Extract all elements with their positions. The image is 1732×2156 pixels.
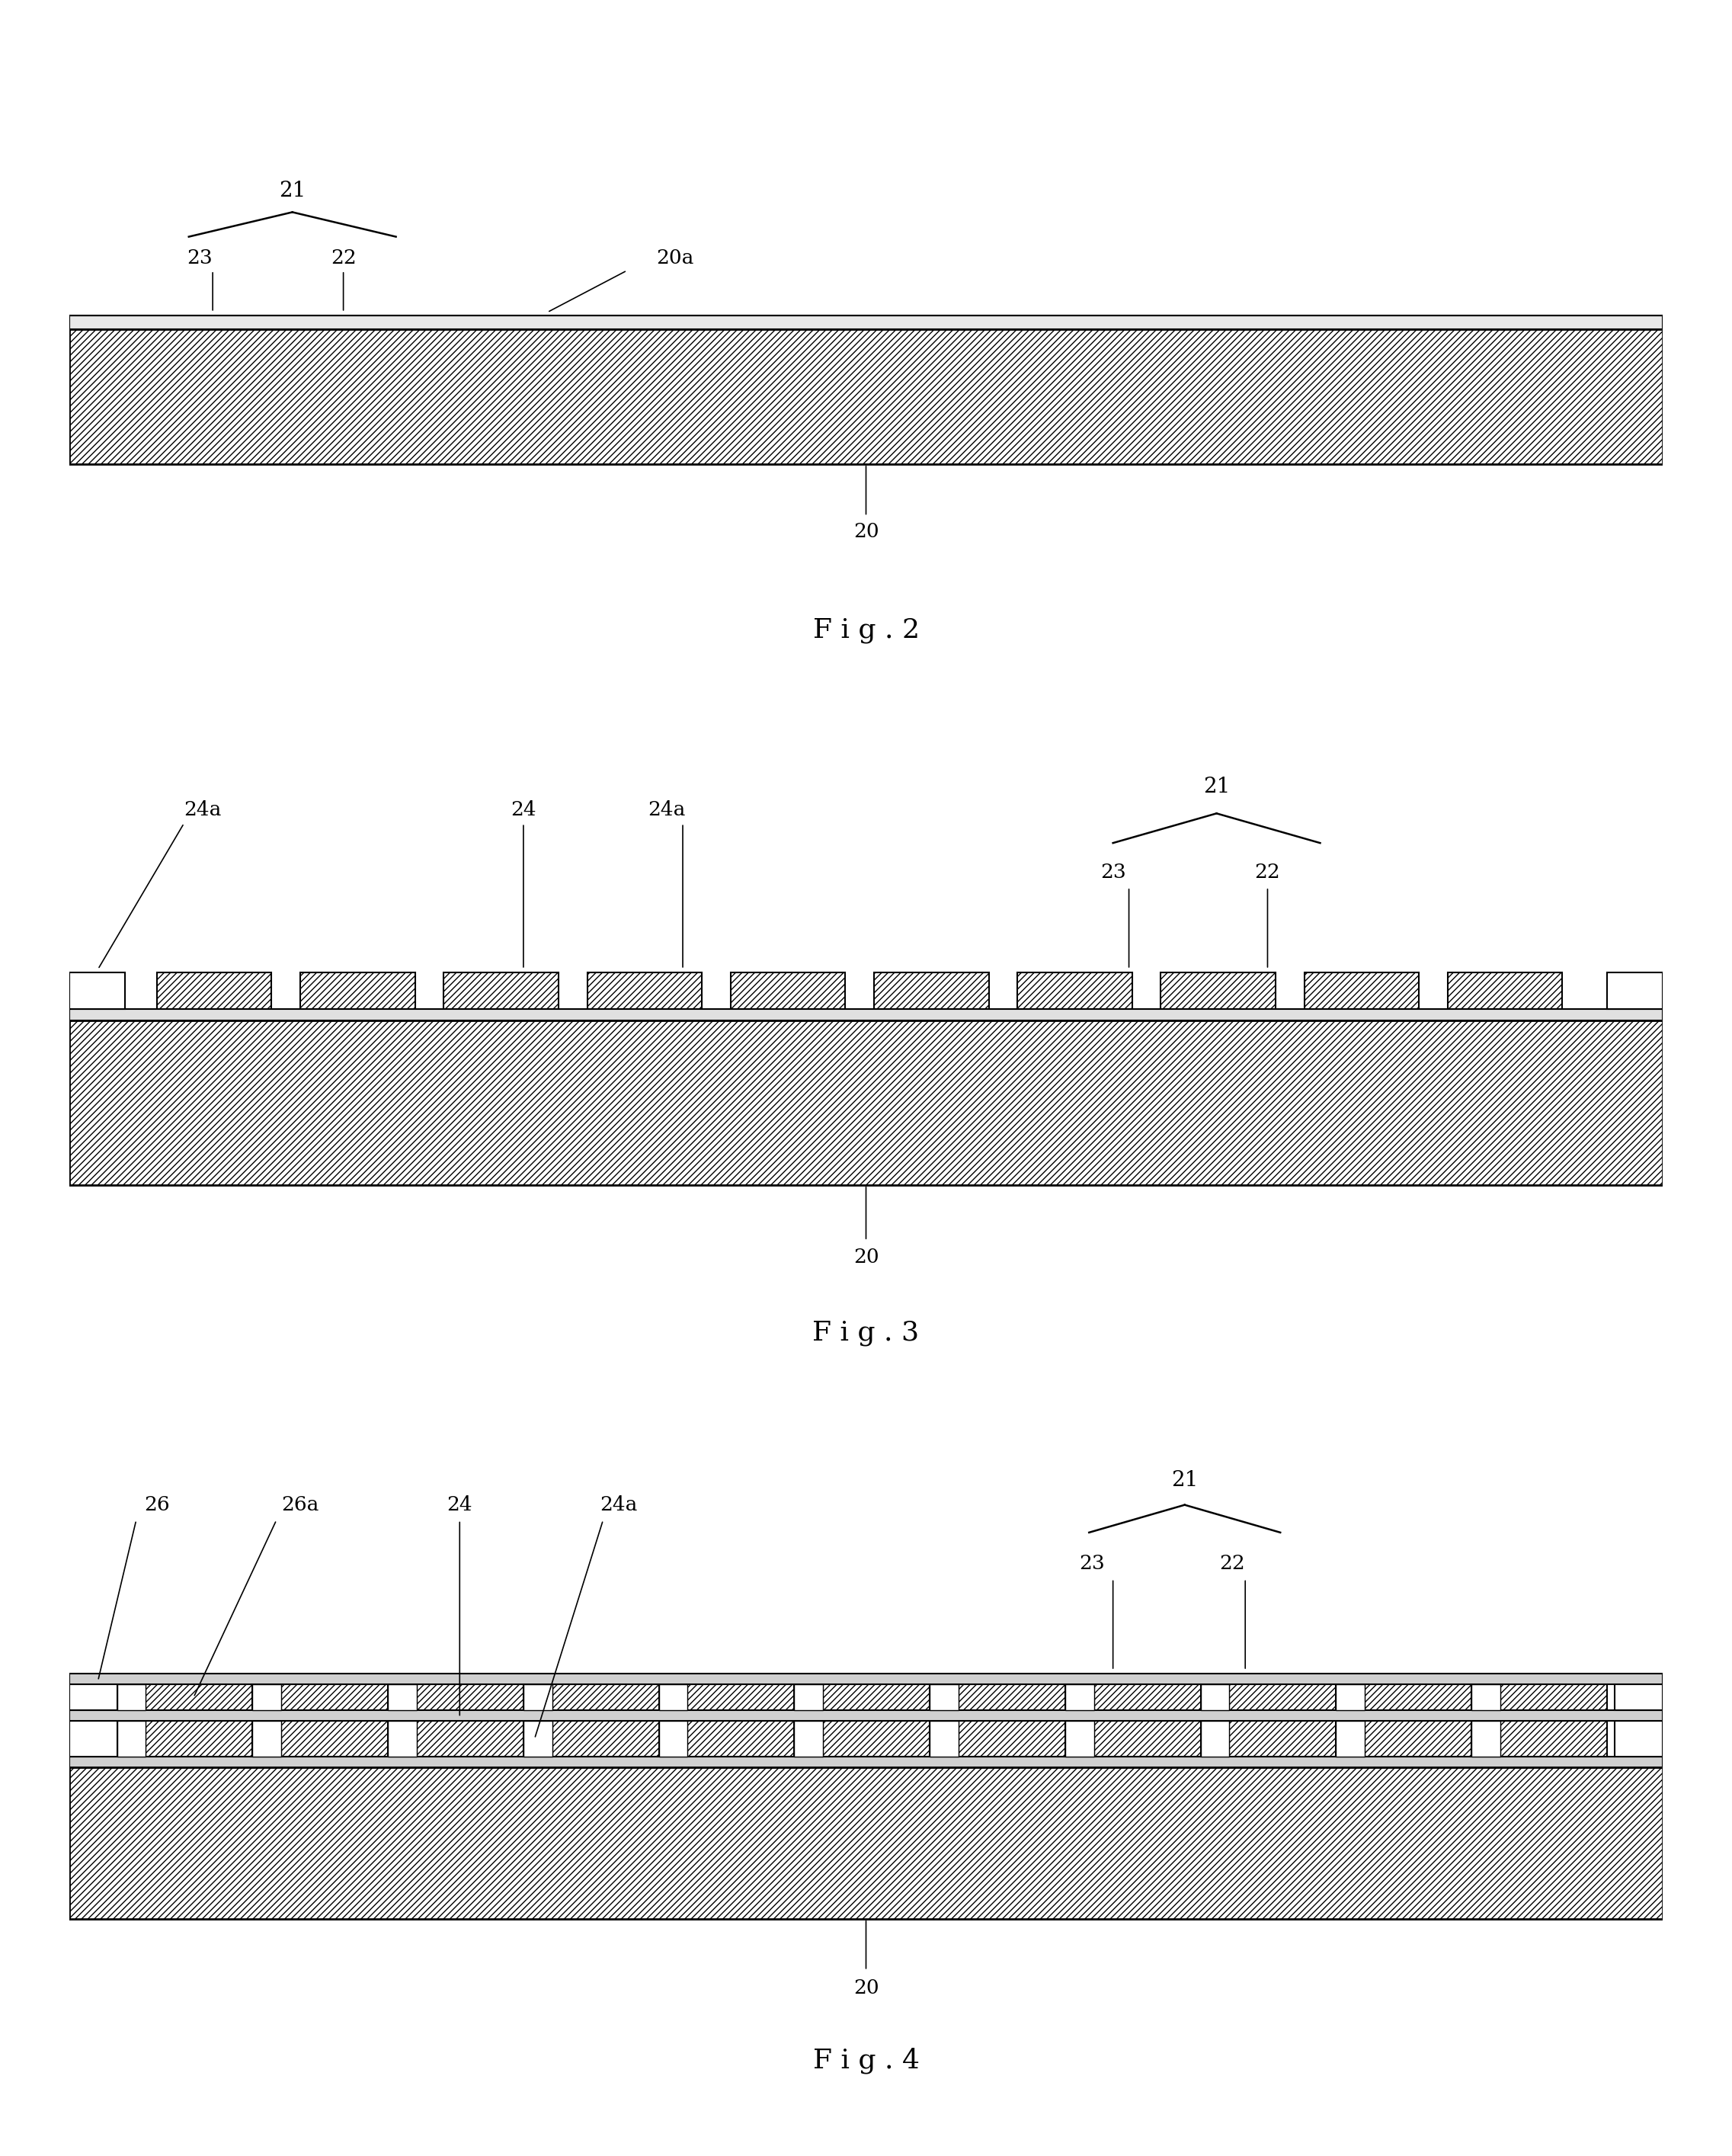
Bar — [1614, 1684, 1663, 1710]
Bar — [281, 1720, 388, 1757]
Bar — [1472, 1684, 1500, 1710]
Bar — [1095, 1720, 1200, 1757]
Bar — [118, 1684, 145, 1710]
Bar — [69, 972, 125, 1009]
Bar — [118, 1720, 145, 1757]
Bar — [69, 1768, 1663, 1919]
Bar — [875, 972, 989, 1009]
Text: F i g . 3: F i g . 3 — [812, 1319, 920, 1345]
Bar — [69, 1673, 1663, 1684]
Text: 23: 23 — [187, 248, 213, 267]
Text: 21: 21 — [1171, 1470, 1199, 1492]
Bar — [253, 1720, 281, 1757]
Bar — [69, 1710, 1663, 1720]
Bar — [1304, 972, 1419, 1009]
Bar — [1065, 1720, 1095, 1757]
Bar — [658, 1720, 688, 1757]
Text: 26: 26 — [144, 1496, 170, 1514]
Text: 23: 23 — [1100, 862, 1126, 882]
Bar — [731, 972, 845, 1009]
Bar — [1335, 1720, 1365, 1757]
Text: 24: 24 — [511, 800, 537, 819]
Bar — [688, 1720, 795, 1757]
Text: 20: 20 — [854, 522, 878, 541]
Bar — [1614, 1720, 1663, 1757]
Bar — [158, 972, 272, 1009]
Bar — [417, 1720, 523, 1757]
Text: 22: 22 — [331, 248, 357, 267]
Text: 22: 22 — [1254, 862, 1280, 882]
Text: 26a: 26a — [282, 1496, 319, 1514]
Bar — [587, 972, 701, 1009]
Text: 20: 20 — [854, 1248, 878, 1268]
Bar — [69, 1684, 118, 1710]
Bar — [958, 1720, 1065, 1757]
Bar — [253, 1684, 281, 1710]
Bar — [795, 1720, 823, 1757]
Bar — [1472, 1720, 1500, 1757]
Bar — [69, 315, 1663, 330]
Bar — [1365, 1720, 1472, 1757]
Bar — [658, 1684, 688, 1710]
Bar — [443, 972, 558, 1009]
Text: 22: 22 — [1219, 1554, 1245, 1574]
Bar — [281, 1684, 388, 1710]
Bar — [1230, 1684, 1335, 1710]
Bar — [69, 1757, 1663, 1768]
Bar — [523, 1684, 553, 1710]
Text: 24a: 24a — [648, 800, 686, 819]
Bar — [300, 972, 416, 1009]
Bar — [145, 1720, 253, 1757]
Bar — [69, 1720, 118, 1757]
Bar — [388, 1720, 417, 1757]
Bar — [69, 1020, 1663, 1186]
Text: 20a: 20a — [656, 248, 693, 267]
Bar — [930, 1684, 958, 1710]
Bar — [1017, 972, 1133, 1009]
Bar — [1200, 1720, 1230, 1757]
Bar — [1448, 972, 1562, 1009]
Bar — [1230, 1720, 1335, 1757]
Bar — [388, 1684, 417, 1710]
Bar — [1607, 972, 1663, 1009]
Text: F i g . 2: F i g . 2 — [812, 617, 920, 642]
Bar — [523, 1720, 553, 1757]
Bar — [1335, 1684, 1365, 1710]
Bar — [145, 1684, 253, 1710]
Bar — [688, 1684, 795, 1710]
Bar — [553, 1684, 658, 1710]
Bar — [958, 1684, 1065, 1710]
Bar — [553, 1720, 658, 1757]
Bar — [1160, 972, 1275, 1009]
Bar — [1500, 1684, 1607, 1710]
Text: 21: 21 — [1204, 776, 1230, 798]
Bar — [1095, 1684, 1200, 1710]
Bar — [69, 330, 1663, 464]
Bar — [930, 1720, 958, 1757]
Text: 23: 23 — [1079, 1554, 1105, 1574]
Text: 24a: 24a — [601, 1496, 637, 1514]
Bar — [823, 1684, 930, 1710]
Bar — [795, 1684, 823, 1710]
Text: F i g . 4: F i g . 4 — [812, 2048, 920, 2074]
Text: 24a: 24a — [184, 800, 222, 819]
Bar — [1200, 1684, 1230, 1710]
Bar — [823, 1720, 930, 1757]
Bar — [69, 1009, 1663, 1020]
Bar — [417, 1684, 523, 1710]
Text: 24: 24 — [447, 1496, 473, 1514]
Text: 21: 21 — [279, 181, 307, 201]
Bar — [1065, 1684, 1095, 1710]
Bar — [1365, 1684, 1472, 1710]
Bar — [1500, 1720, 1607, 1757]
Text: 20: 20 — [854, 1979, 878, 1996]
